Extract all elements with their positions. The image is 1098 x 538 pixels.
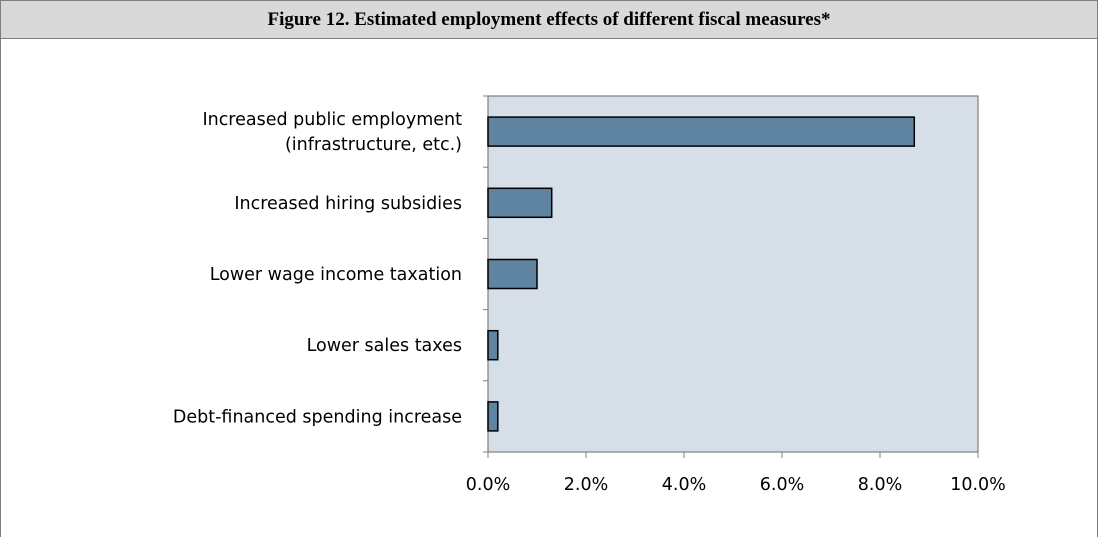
category-label: Increased public employment: [202, 110, 462, 130]
bar: [487, 329, 499, 361]
category-label: Debt-financed spending increase: [173, 407, 462, 427]
x-tick-label: 8.0%: [858, 475, 902, 495]
category-label: Lower sales taxes: [307, 336, 462, 356]
figure-title: Figure 12. Estimated employment effects …: [267, 8, 831, 30]
figure-title-bar: Figure 12. Estimated employment effects …: [1, 1, 1097, 39]
category-label: Lower wage income taxation: [210, 265, 462, 285]
bar: [487, 401, 499, 432]
x-tick-label: 4.0%: [662, 475, 706, 495]
category-label: (infrastructure, etc.): [285, 135, 462, 155]
bar: [487, 187, 553, 219]
plot-area: [487, 95, 979, 453]
x-tick-label: 6.0%: [760, 475, 804, 495]
bar: [487, 116, 916, 147]
category-label: Increased hiring subsidies: [234, 194, 462, 214]
x-tick-label: 0.0%: [466, 475, 510, 495]
bar: [487, 258, 538, 290]
x-tick-label: 10.0%: [950, 475, 1006, 495]
x-tick-label: 2.0%: [564, 475, 608, 495]
